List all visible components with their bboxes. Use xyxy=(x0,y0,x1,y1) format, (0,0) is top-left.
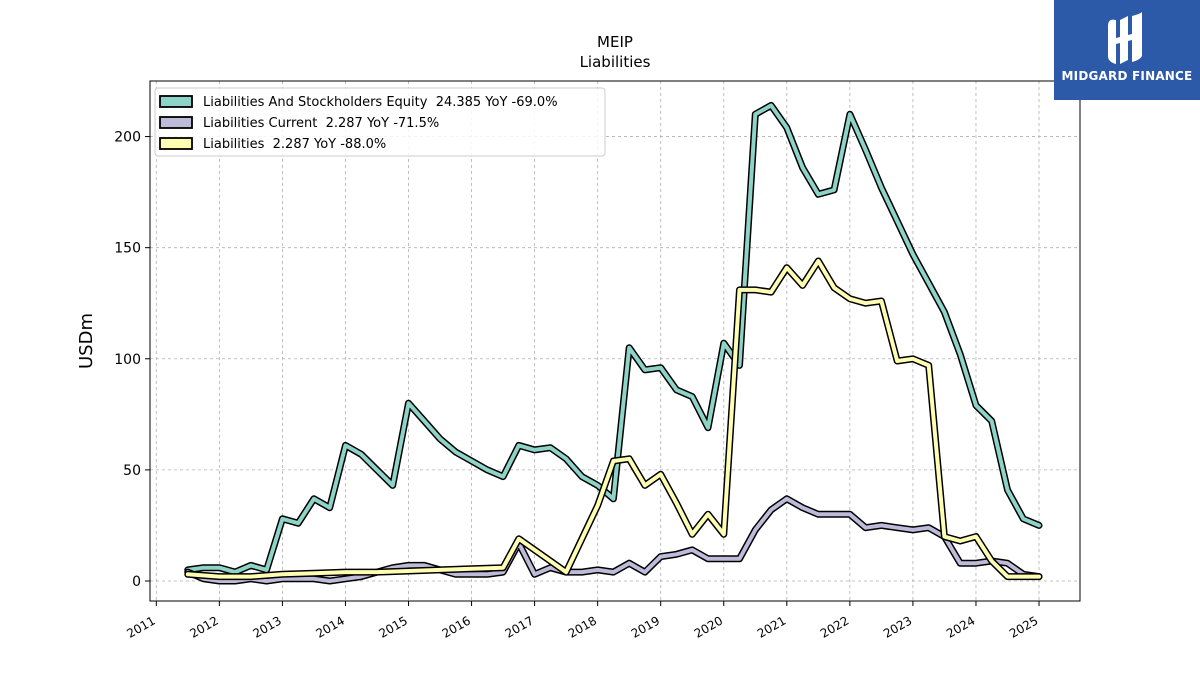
series-line-0 xyxy=(185,103,1041,575)
chart-title: MEIP xyxy=(597,33,633,51)
x-tick-label: 2025 xyxy=(1007,613,1040,640)
legend-swatch-1 xyxy=(159,116,193,129)
x-tick-label: 2022 xyxy=(818,613,851,640)
x-tick-label: 2021 xyxy=(755,613,788,640)
y-tick-label: 50 xyxy=(123,463,141,479)
x-tick-label: 2011 xyxy=(124,613,157,640)
x-tick-label: 2015 xyxy=(377,613,410,640)
x-tick-label: 2023 xyxy=(881,613,914,640)
axes: 0 50 100 150 200 2011 2012 2013 2014 2015 2016 2017… xyxy=(114,80,1081,641)
legend-box xyxy=(154,87,606,157)
chart-subtitle: Liabilities xyxy=(580,53,651,71)
legend-label-2: Liabilities 2.287 YoY -88.0% xyxy=(203,137,386,152)
plot-frame xyxy=(149,80,1081,602)
y-axis-label: USDm xyxy=(76,313,97,369)
series-line-1 xyxy=(185,496,1041,583)
brand-name: MIDGARD FINANCE xyxy=(1061,69,1193,83)
x-tick-label: 2019 xyxy=(629,613,662,640)
brand-logo: MIDGARD FINANCE xyxy=(1054,0,1200,100)
brand-logo-mark xyxy=(1108,12,1142,65)
y-tick-label: 0 xyxy=(132,574,141,590)
legend-label-1: Liabilities Current 2.287 YoY -71.5% xyxy=(203,116,439,131)
x-tick-label: 2020 xyxy=(692,613,725,640)
x-tick-label: 2024 xyxy=(944,613,977,640)
series-line-outline-0 xyxy=(184,101,1043,576)
y-tick-label: 200 xyxy=(114,130,141,146)
grid xyxy=(150,81,1080,601)
legend-swatch-0 xyxy=(159,95,193,108)
series-lines xyxy=(184,101,1043,585)
series-line-2 xyxy=(185,259,1041,579)
x-tick-label: 2012 xyxy=(187,613,220,640)
y-tick-label: 100 xyxy=(114,352,141,368)
x-tick-label: 2013 xyxy=(250,613,283,640)
legend-swatch-2 xyxy=(159,137,193,150)
x-tick-label: 2016 xyxy=(440,613,473,640)
legend: Liabilities And Stockholders Equity 24.3… xyxy=(154,87,606,157)
y-tick-label: 150 xyxy=(114,241,141,257)
series-line-outline-1 xyxy=(184,495,1043,585)
x-tick-label: 2017 xyxy=(503,613,536,640)
x-tick-label: 2018 xyxy=(566,613,599,640)
x-tick-label: 2014 xyxy=(314,613,347,640)
legend-label-0: Liabilities And Stockholders Equity 24.3… xyxy=(203,95,558,110)
